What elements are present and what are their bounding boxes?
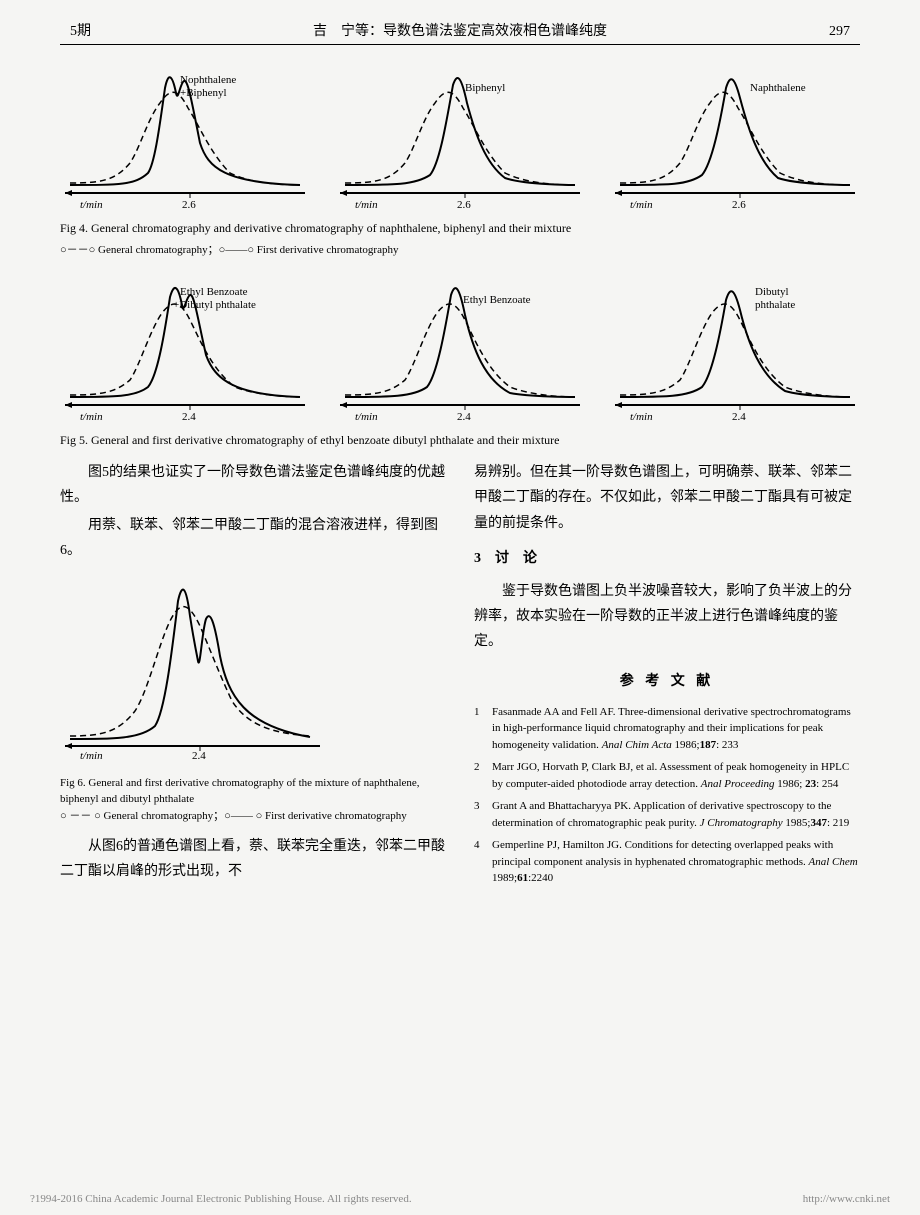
svg-text:2.4: 2.4 [732, 411, 746, 423]
fig5-chart-2: t/min 2.4 Ethyl Benzoate [335, 275, 585, 425]
references-heading: 参 考 文 献 [474, 669, 860, 694]
svg-text:+Dibutyl phthalate: +Dibutyl phthalate [173, 299, 256, 311]
fig4-xtick-1: 2.6 [182, 199, 196, 211]
left-para-2: 用萘、联苯、邻苯二甲酸二丁酯的混合溶液进样，得到图6。 [60, 513, 446, 563]
right-para-2: 鉴于导数色谱图上负半波噪音较大，影响了负半波上的分辨率，故本实验在一阶导数的正半… [474, 579, 860, 655]
reference-item: 4Gemperline PJ, Hamilton JG. Conditions … [474, 837, 860, 887]
fig5-chart-1: t/min 2.4 Ethyl Benzoate +Dibutyl phthal… [60, 275, 310, 425]
section-3-heading: 3 讨 论 [474, 546, 860, 571]
fig4-label-3: Naphthalene [750, 82, 806, 94]
svg-text:2.6: 2.6 [732, 199, 746, 211]
page-header: 5期 吉 宁等：导数色谱法鉴定高效液相色谱峰纯度 297 [60, 20, 860, 45]
left-para-3: 从图6的普通色谱图上看，萘、联苯完全重迭，邻苯二甲酸二丁酯以肩峰的形式出现，不 [60, 834, 446, 884]
svg-text:2.4: 2.4 [192, 750, 206, 761]
svg-text:phthalate: phthalate [755, 299, 795, 311]
svg-text:t/min: t/min [80, 750, 103, 761]
header-title: 吉 宁等：导数色谱法鉴定高效液相色谱峰纯度 [91, 20, 829, 40]
fig5-chart-3: t/min 2.4 Dibutyl phthalate [610, 275, 860, 425]
svg-text:t/min: t/min [80, 411, 103, 423]
figure-6: t/min 2.4 [60, 571, 446, 770]
footer-url: http://www.cnki.net [803, 1193, 890, 1205]
body-columns: 图5的结果也证实了一阶导数色谱法鉴定色谱峰纯度的优越性。 用萘、联苯、邻苯二甲酸… [60, 460, 860, 893]
fig4-caption: Fig 4. General chromatography and deriva… [60, 221, 860, 237]
fig6-legend: ○ －－ ○ General chromatography；○—— ○ Firs… [60, 809, 446, 824]
svg-text:2.4: 2.4 [182, 411, 196, 423]
fig4-label-1b: +Biphenyl [180, 87, 227, 99]
right-para-1: 易辨别。但在其一阶导数色谱图上，可明确萘、联苯、邻苯二甲酸二丁酯的存在。不仅如此… [474, 460, 860, 536]
page-footer: ?1994-2016 China Academic Journal Electr… [30, 1193, 890, 1205]
fig4-chart-3: t/min 2.6 Naphthalene [610, 63, 860, 213]
issue-number: 5期 [70, 20, 91, 40]
page-number: 297 [829, 24, 850, 40]
fig6-caption: Fig 6. General and first derivative chro… [60, 776, 446, 807]
figure-4-row: t/min 2.6 Nophthalene +Biphenyl t/min 2.… [60, 63, 860, 213]
fig4-label-1a: Nophthalene [180, 74, 236, 86]
svg-text:t/min: t/min [355, 411, 378, 423]
right-column: 易辨别。但在其一阶导数色谱图上，可明确萘、联苯、邻苯二甲酸二丁酯的存在。不仅如此… [474, 460, 860, 893]
svg-text:t/min: t/min [355, 199, 378, 211]
fig6-chart: t/min 2.4 [60, 571, 330, 761]
fig4-legend: ○－－○ General chromatography；○——○ First d… [60, 241, 860, 257]
left-para-1: 图5的结果也证实了一阶导数色谱法鉴定色谱峰纯度的优越性。 [60, 460, 446, 510]
svg-text:t/min: t/min [630, 199, 653, 211]
fig4-label-2: Biphenyl [465, 82, 505, 94]
svg-text:2.6: 2.6 [457, 199, 471, 211]
reference-list: 1Fasanmade AA and Fell AF. Three-dimensi… [474, 704, 860, 887]
fig4-chart-1: t/min 2.6 Nophthalene +Biphenyl [60, 63, 310, 213]
svg-text:Dibutyl: Dibutyl [755, 286, 789, 298]
svg-text:2.4: 2.4 [457, 411, 471, 423]
svg-text:Ethyl Benzoate: Ethyl Benzoate [180, 286, 248, 298]
reference-item: 3Grant A and Bhattacharyya PK. Applicati… [474, 798, 860, 831]
reference-item: 1Fasanmade AA and Fell AF. Three-dimensi… [474, 704, 860, 754]
fig5-caption: Fig 5. General and first derivative chro… [60, 433, 860, 449]
fig4-xlabel-1: t/min [80, 199, 103, 211]
svg-text:t/min: t/min [630, 411, 653, 423]
figure-5-row: t/min 2.4 Ethyl Benzoate +Dibutyl phthal… [60, 275, 860, 425]
reference-item: 2Marr JGO, Horvath P, Clark BJ, et al. A… [474, 759, 860, 792]
footer-copyright: ?1994-2016 China Academic Journal Electr… [30, 1193, 412, 1205]
fig4-chart-2: t/min 2.6 Biphenyl [335, 63, 585, 213]
left-column: 图5的结果也证实了一阶导数色谱法鉴定色谱峰纯度的优越性。 用萘、联苯、邻苯二甲酸… [60, 460, 446, 893]
fig5-label-2: Ethyl Benzoate [463, 294, 531, 306]
